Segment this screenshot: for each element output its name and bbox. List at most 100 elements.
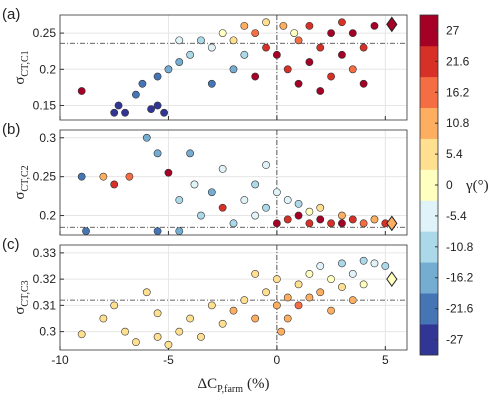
point bbox=[272, 188, 281, 197]
point bbox=[338, 283, 346, 291]
point bbox=[197, 36, 205, 45]
colorbar-tick-label: 10.8 bbox=[446, 116, 470, 130]
point bbox=[251, 211, 260, 220]
y-tick-label: 0.33 bbox=[33, 246, 57, 260]
y-label-main: σ bbox=[12, 77, 28, 85]
point bbox=[251, 269, 260, 278]
y-axis-label: σCT,C1 bbox=[12, 50, 31, 84]
panel-label: (a) bbox=[2, 6, 20, 23]
point bbox=[175, 36, 184, 45]
y-tick-label: 0.2 bbox=[39, 62, 56, 76]
y-label-main: σ bbox=[12, 192, 28, 200]
point bbox=[175, 227, 184, 236]
y-axis-label: σCT,C2 bbox=[12, 165, 31, 199]
point bbox=[305, 207, 314, 216]
colorbar-tick-label: 21.6 bbox=[446, 54, 470, 68]
point bbox=[240, 50, 249, 59]
panel-label: (c) bbox=[2, 236, 20, 253]
point bbox=[229, 65, 238, 74]
point bbox=[132, 338, 140, 347]
colorbar-band bbox=[420, 107, 438, 139]
point bbox=[207, 79, 216, 88]
point bbox=[359, 43, 368, 52]
x-tick-label: -10 bbox=[51, 353, 69, 367]
point bbox=[251, 29, 260, 38]
point bbox=[240, 196, 249, 204]
colorbar-band bbox=[420, 262, 438, 294]
axes-frame bbox=[59, 129, 408, 236]
point bbox=[153, 72, 162, 81]
point bbox=[251, 72, 260, 81]
point bbox=[283, 314, 292, 323]
point bbox=[348, 269, 357, 278]
point bbox=[279, 21, 288, 30]
point bbox=[316, 288, 325, 297]
point bbox=[327, 219, 335, 228]
point bbox=[294, 79, 303, 88]
point bbox=[164, 65, 173, 74]
point bbox=[316, 87, 325, 95]
point bbox=[142, 133, 151, 142]
colorbar-tick-label: -16.2 bbox=[446, 271, 474, 285]
colorbar-band bbox=[420, 169, 438, 201]
point bbox=[114, 101, 123, 110]
point bbox=[218, 29, 227, 38]
point bbox=[240, 21, 249, 30]
point bbox=[164, 340, 173, 349]
point bbox=[207, 43, 216, 52]
point bbox=[290, 29, 299, 38]
colorbar-tick-label: -27 bbox=[446, 333, 464, 347]
point bbox=[338, 219, 346, 228]
point bbox=[359, 219, 368, 228]
point bbox=[359, 256, 368, 265]
plot-area bbox=[60, 130, 407, 235]
plot-area bbox=[60, 245, 407, 350]
point bbox=[197, 211, 205, 220]
colorbar-label: γ(°) bbox=[465, 178, 489, 194]
point bbox=[125, 172, 134, 181]
point bbox=[175, 58, 184, 66]
point bbox=[132, 90, 140, 99]
point bbox=[229, 306, 238, 315]
point bbox=[164, 168, 173, 177]
point bbox=[197, 332, 205, 341]
point bbox=[186, 149, 195, 158]
x-label-sub: P,farm bbox=[217, 384, 243, 395]
y-tick-label: 0.25 bbox=[33, 170, 57, 184]
colorbar-band bbox=[420, 231, 438, 263]
point bbox=[153, 149, 162, 158]
point bbox=[153, 332, 162, 341]
colorbar-band bbox=[420, 15, 438, 47]
y-label-sub: CT,C3 bbox=[20, 280, 31, 306]
point bbox=[316, 203, 325, 212]
point bbox=[370, 21, 379, 30]
point bbox=[338, 259, 346, 268]
colorbar-tick-label: -5.4 bbox=[446, 209, 467, 223]
point bbox=[160, 108, 168, 117]
point bbox=[305, 58, 314, 66]
point bbox=[370, 215, 379, 224]
point bbox=[240, 296, 249, 305]
point bbox=[283, 196, 292, 204]
point bbox=[338, 18, 346, 27]
colorbar-band bbox=[420, 76, 438, 109]
point bbox=[153, 101, 162, 110]
point bbox=[283, 215, 292, 224]
point bbox=[229, 219, 238, 228]
point bbox=[327, 306, 335, 315]
colorbar-tick-label: 16.2 bbox=[446, 85, 470, 99]
point bbox=[348, 65, 357, 74]
colorbar-tick-label: -10.8 bbox=[446, 240, 474, 254]
point bbox=[175, 327, 184, 336]
point bbox=[316, 215, 325, 224]
point bbox=[218, 319, 227, 328]
point bbox=[277, 327, 286, 336]
point bbox=[359, 79, 368, 88]
point bbox=[218, 164, 227, 173]
point bbox=[305, 21, 314, 30]
point bbox=[110, 108, 119, 117]
point bbox=[370, 259, 379, 268]
point bbox=[99, 314, 108, 323]
point bbox=[283, 293, 292, 302]
